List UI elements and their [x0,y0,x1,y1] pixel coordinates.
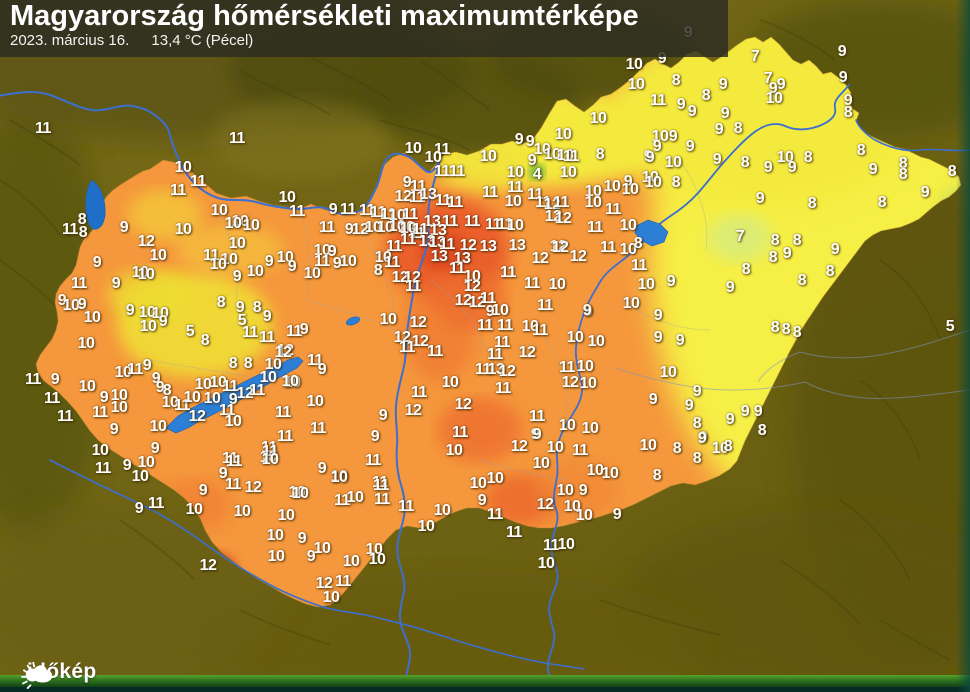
bottom-dark-strip [0,687,970,692]
danube-river-upper [0,91,441,216]
subtitle-date: 2023. március 16. [10,32,130,50]
lake-ferto [85,179,106,230]
mountain-ridges [0,19,951,661]
idokep-logo: időkép [20,661,96,689]
lakes [85,179,669,434]
page-title: Magyarország hőmérsékleti maximumtérképe [10,0,639,32]
danube-river-lower [394,159,441,692]
drava-river [49,459,585,670]
rivers [0,84,970,692]
lake-velence [346,316,360,326]
bottom-forest-band [0,675,970,688]
tisza-river [546,84,850,692]
right-edge-vignette [956,0,970,692]
lake-balaton [165,356,304,434]
tisza-river-upper [855,119,970,152]
subtitle: 2023. március 16. 13,4 °C (Pécel) [10,32,728,50]
lake-tisza [634,219,669,247]
subtitle-max-value: 13,4 °C (Pécel) [151,32,254,50]
county-borders [149,159,711,481]
title-bar: Magyarország hőmérsékleti maximumtérképe… [0,0,728,57]
koros-rivers [614,329,970,399]
